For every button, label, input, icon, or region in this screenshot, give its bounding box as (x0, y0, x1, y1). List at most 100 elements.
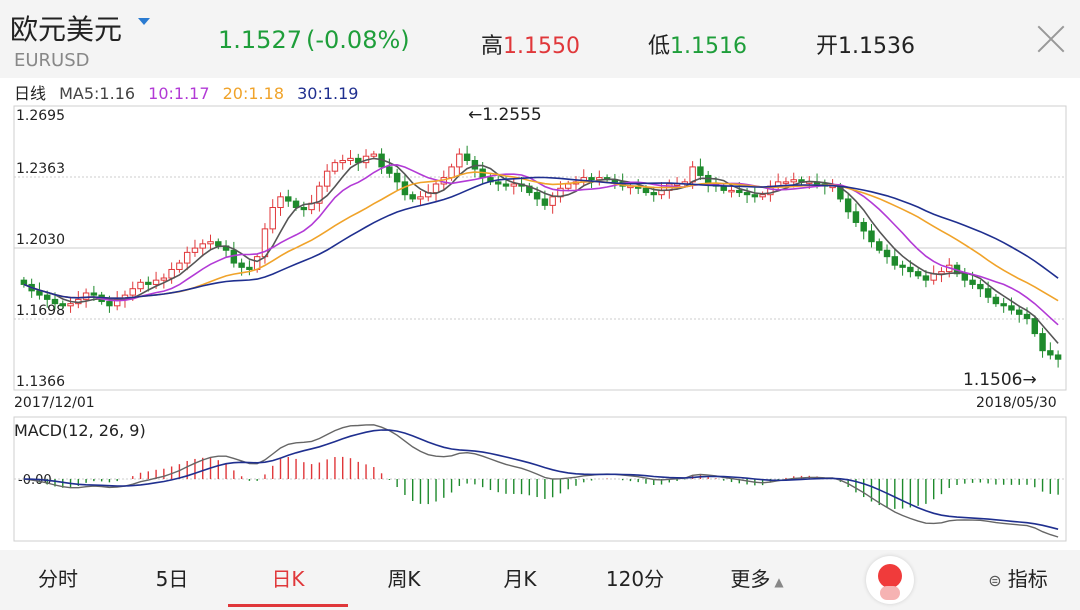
candle-body (1008, 305, 1015, 311)
high-stat: 高1.1550 (481, 28, 580, 60)
instrument-symbol: EURUSD (14, 50, 90, 71)
candle-body (922, 275, 930, 281)
candle-body (541, 198, 549, 206)
y-tick-label: 1.2030 (16, 232, 65, 248)
candle-body (728, 189, 735, 193)
candle-body (642, 187, 650, 194)
tab-more[interactable]: 更多 ▲ (712, 551, 802, 607)
candle-body (564, 183, 572, 189)
candle-body (743, 192, 751, 196)
candle-body (67, 303, 74, 307)
low-stat: 低1.1516 (648, 28, 747, 60)
record-shadow-icon (880, 586, 900, 600)
candle-body (588, 177, 595, 181)
tab-indicators[interactable]: ⊜ 指标 (968, 551, 1068, 607)
candle-body (844, 198, 852, 213)
candle-body (1023, 313, 1031, 320)
quote-header: 欧元美元 EURUSD 1.1527 (-0.08%) 高1.1550 低1.1… (0, 0, 1080, 78)
tab-daily-k[interactable]: 日K (271, 567, 305, 591)
candle-body (409, 194, 416, 200)
candle-body (533, 192, 541, 200)
low-value: 1.1516 (670, 34, 747, 59)
candle-body (20, 279, 28, 285)
candle-body (207, 241, 214, 245)
macd-dea-line (23, 429, 1059, 530)
candle-body (347, 157, 354, 161)
candlestick-chart[interactable]: 1.2695 1.2363 1.2030 1.1698 1.1366 ←1.2555 1.1… (0, 98, 1080, 418)
y-tick-label: 1.2695 (16, 108, 65, 124)
candle-body (502, 183, 510, 187)
last-price: 1.1527 (218, 26, 302, 54)
candle-body (316, 185, 323, 204)
candle-body (883, 249, 891, 258)
candle-body (106, 301, 113, 307)
y-tick-label: 1.1698 (16, 303, 65, 319)
period-label: 日线 (14, 84, 47, 103)
candle-body (914, 271, 922, 277)
candle-body (137, 281, 144, 290)
open-value: 1.1536 (838, 34, 915, 59)
record-button[interactable] (866, 556, 914, 604)
tab-monthly-k[interactable]: 月K (503, 567, 537, 591)
candle-body (868, 230, 875, 243)
price-change: (-0.08%) (306, 26, 410, 54)
candle-body (448, 166, 455, 179)
period-tabbar: 分时 5日 日K 周K 月K 120分 更多 ▲ ⊜ 指标 (0, 551, 1080, 607)
candle-body (129, 288, 136, 296)
macd-title: MACD(12, 26, 9) (14, 421, 146, 440)
indicators-label: 指标 (1007, 567, 1048, 591)
close-icon[interactable] (1036, 24, 1066, 54)
candle-body (689, 166, 696, 183)
high-label: 高 (481, 34, 504, 59)
candle-body (510, 183, 518, 187)
ma30-label: 30:1.19 (297, 84, 359, 103)
candle-body (176, 262, 183, 270)
candle-body (285, 196, 292, 202)
candle-body (876, 241, 883, 251)
candle-body (697, 166, 704, 176)
caret-up-icon: ▲ (774, 575, 784, 589)
candle-body (969, 279, 976, 285)
candle-body (292, 200, 300, 209)
candle-body (463, 153, 471, 161)
tab-120min[interactable]: 120分 (605, 567, 665, 591)
candle-body (1054, 354, 1062, 360)
candle-body (1039, 333, 1046, 352)
candle-body (650, 192, 657, 196)
candle-body (495, 181, 502, 185)
open-stat: 开1.1536 (816, 28, 915, 60)
tab-5day[interactable]: 5日 (155, 567, 189, 591)
candle-body (160, 277, 168, 281)
candle-body (456, 153, 463, 168)
candle-body (339, 159, 346, 164)
settings-icon: ⊜ (988, 571, 1002, 590)
instrument-name[interactable]: 欧元美元 (10, 13, 123, 46)
candle-body (907, 266, 914, 273)
candle-body (938, 271, 945, 275)
candle-body (145, 281, 152, 285)
candle-body (238, 262, 245, 268)
candle-body (899, 264, 906, 268)
candle-body (891, 256, 899, 266)
macd-dif-line (23, 424, 1059, 538)
ma10-label: 10:1.17 (148, 84, 210, 103)
x-start-date: 2017/12/01 (14, 395, 95, 411)
more-label: 更多 (730, 567, 771, 591)
candle-body (386, 166, 393, 174)
candle-body (183, 251, 191, 264)
ma20-label: 20:1.18 (222, 84, 284, 103)
candle-body (759, 194, 766, 198)
candle-body (199, 243, 206, 249)
candle-body (736, 189, 743, 194)
candle-body (59, 303, 66, 307)
macd-chart[interactable]: -0.00 (0, 415, 1080, 545)
tab-intraday[interactable]: 分时 (38, 567, 78, 591)
ma30-line (23, 176, 1059, 300)
chevron-down-icon[interactable] (138, 18, 150, 25)
candle-body (269, 207, 276, 230)
candle-body (152, 279, 160, 285)
candle-body (1000, 303, 1007, 307)
candle-body (191, 247, 199, 253)
candle-body (417, 196, 424, 200)
tab-weekly-k[interactable]: 周K (387, 567, 421, 591)
